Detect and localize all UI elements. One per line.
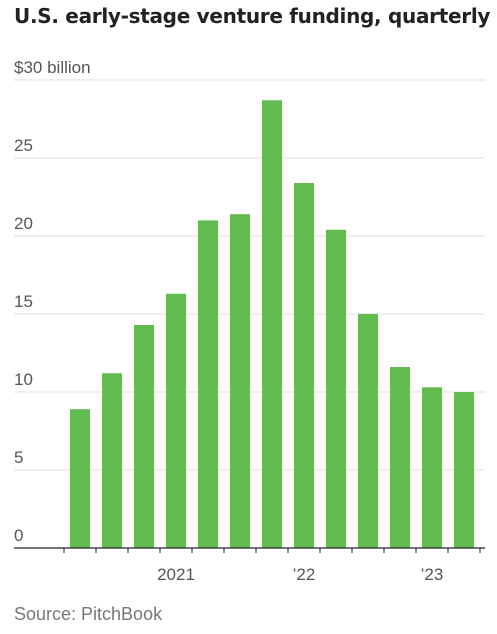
bars	[70, 100, 474, 548]
y-tick-label: 25	[14, 136, 33, 155]
bar	[230, 214, 250, 548]
y-tick-label: 20	[14, 214, 33, 233]
bar	[166, 293, 186, 548]
bar-chart: 0 5 10 15 20 25 $30 billion 2021 ’22 ’23	[14, 58, 485, 584]
x-tick-label: ’22	[293, 565, 316, 584]
y-axis-labels: 0 5 10 15 20 25 $30 billion	[14, 58, 91, 545]
bar	[70, 409, 90, 548]
bar	[358, 314, 378, 548]
bar	[326, 229, 346, 548]
bar	[422, 387, 442, 548]
x-tick-label: ’23	[421, 565, 444, 584]
source-note: Source: PitchBook	[14, 604, 163, 624]
y-tick-label: 5	[14, 448, 23, 467]
y-tick-label: 10	[14, 370, 33, 389]
bar	[294, 182, 314, 548]
y-tick-label: $30 billion	[14, 58, 91, 77]
x-axis-labels: 2021 ’22 ’23	[157, 565, 443, 584]
y-tick-label: 0	[14, 526, 23, 545]
bar	[454, 392, 474, 548]
bar	[102, 373, 122, 548]
y-tick-label: 15	[14, 292, 33, 311]
bar	[198, 220, 218, 548]
bar	[262, 100, 282, 548]
chart-title: U.S. early-stage venture funding, quarte…	[14, 4, 491, 28]
bar	[390, 367, 410, 548]
x-axis	[14, 547, 485, 553]
bar	[134, 324, 154, 548]
x-tick-label: 2021	[157, 565, 195, 584]
